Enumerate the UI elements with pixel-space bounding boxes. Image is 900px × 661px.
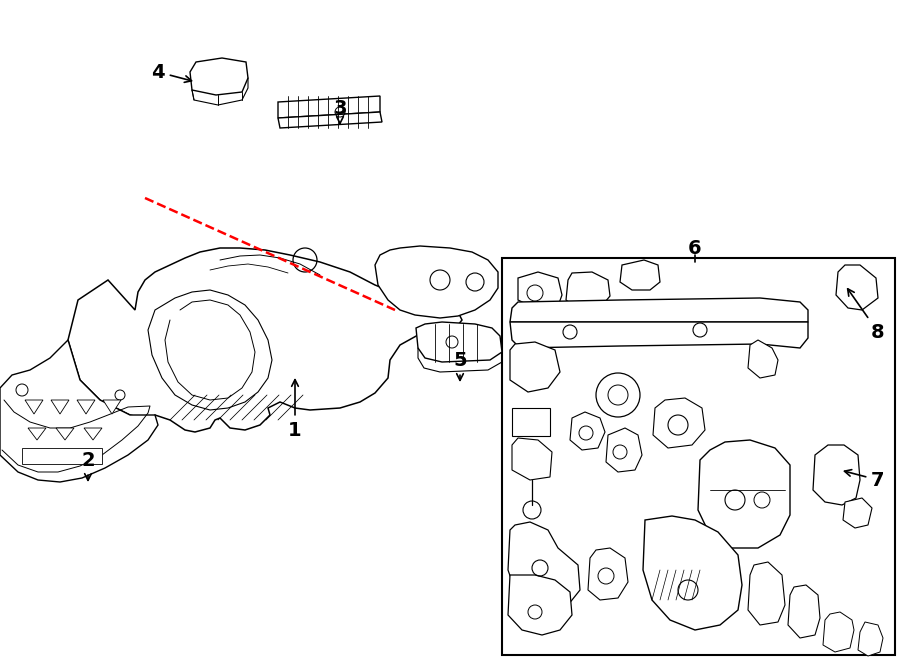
Polygon shape [510, 322, 808, 348]
Polygon shape [858, 622, 883, 656]
Polygon shape [278, 96, 380, 118]
Bar [512, 408, 550, 436]
Polygon shape [836, 265, 878, 310]
Polygon shape [28, 428, 46, 440]
Polygon shape [518, 272, 562, 308]
Text: 7: 7 [844, 470, 885, 490]
Polygon shape [77, 400, 95, 414]
Polygon shape [510, 298, 808, 322]
Polygon shape [68, 248, 462, 432]
Polygon shape [84, 428, 102, 440]
Text: 1: 1 [288, 379, 302, 440]
Polygon shape [190, 58, 248, 95]
Polygon shape [375, 246, 498, 318]
Polygon shape [653, 398, 705, 448]
Polygon shape [103, 400, 121, 414]
Polygon shape [508, 575, 572, 635]
Polygon shape [510, 342, 560, 392]
Polygon shape [788, 585, 820, 638]
Polygon shape [56, 428, 74, 440]
Polygon shape [843, 498, 872, 528]
Polygon shape [512, 438, 552, 480]
Polygon shape [698, 440, 790, 548]
Polygon shape [508, 522, 580, 610]
Polygon shape [148, 290, 272, 410]
Bar [502, 258, 895, 655]
Text: 3: 3 [333, 98, 346, 124]
Polygon shape [620, 260, 660, 290]
Polygon shape [25, 400, 43, 414]
Polygon shape [570, 412, 605, 450]
Polygon shape [416, 322, 502, 362]
Text: 5: 5 [454, 350, 467, 380]
Polygon shape [823, 612, 854, 652]
Text: 2: 2 [81, 451, 94, 481]
Polygon shape [643, 516, 742, 630]
Polygon shape [748, 340, 778, 378]
Polygon shape [588, 548, 628, 600]
Polygon shape [748, 562, 785, 625]
Text: 4: 4 [151, 63, 192, 83]
Text: 8: 8 [848, 289, 885, 342]
Polygon shape [566, 272, 610, 310]
Polygon shape [813, 445, 860, 505]
Polygon shape [606, 428, 642, 472]
Polygon shape [51, 400, 69, 414]
Bar [22, 448, 102, 464]
Polygon shape [0, 340, 158, 482]
Text: 6: 6 [688, 239, 702, 258]
Polygon shape [278, 112, 382, 128]
